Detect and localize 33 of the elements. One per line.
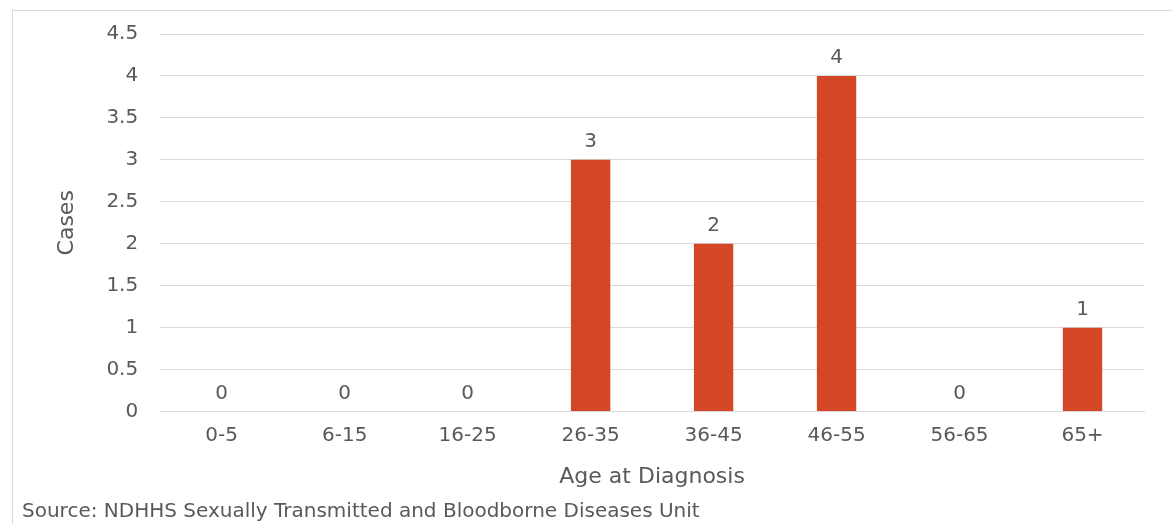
x-tick-label: 65+ — [1061, 421, 1104, 446]
y-tick-label: 3.5 — [106, 104, 139, 129]
data-label: 0 — [461, 379, 475, 404]
data-label: 1 — [1076, 295, 1089, 320]
data-label: 0 — [953, 379, 966, 404]
y-tick-label: 1 — [125, 313, 139, 338]
y-tick-label: 2 — [125, 229, 139, 254]
x-tick-label: 6-15 — [321, 421, 368, 446]
bar — [693, 243, 734, 412]
x-tick-label: 26-35 — [561, 421, 620, 446]
y-axis-title: Cases — [52, 190, 78, 256]
x-axis-title: Age at Diagnosis — [559, 462, 745, 488]
data-label: 0 — [215, 379, 229, 404]
x-tick-label: 46-55 — [807, 421, 866, 446]
data-label: 0 — [338, 379, 352, 404]
y-tick-label: 4.5 — [106, 20, 139, 45]
y-tick-label: 0.5 — [106, 355, 139, 380]
bar — [1062, 327, 1103, 412]
x-tick-label: 56-65 — [930, 421, 989, 446]
data-label: 3 — [584, 128, 597, 153]
data-label: 2 — [707, 211, 720, 236]
source-note: Source: NDHHS Sexually Transmitted and Bloodborne Diseases Unit — [22, 498, 700, 523]
y-tick-label: 1.5 — [106, 271, 139, 296]
x-tick-label: 16-25 — [438, 421, 497, 446]
y-tick-label: 2.5 — [106, 188, 139, 213]
data-label: 4 — [830, 44, 843, 69]
x-tick-label: 0-5 — [205, 421, 239, 446]
y-tick-label: 3 — [125, 146, 139, 171]
y-tick-label: 4 — [125, 62, 139, 87]
bar — [816, 75, 857, 412]
x-tick-label: 36-45 — [684, 421, 743, 446]
bar — [570, 159, 611, 412]
y-tick-label: 0 — [125, 397, 139, 422]
